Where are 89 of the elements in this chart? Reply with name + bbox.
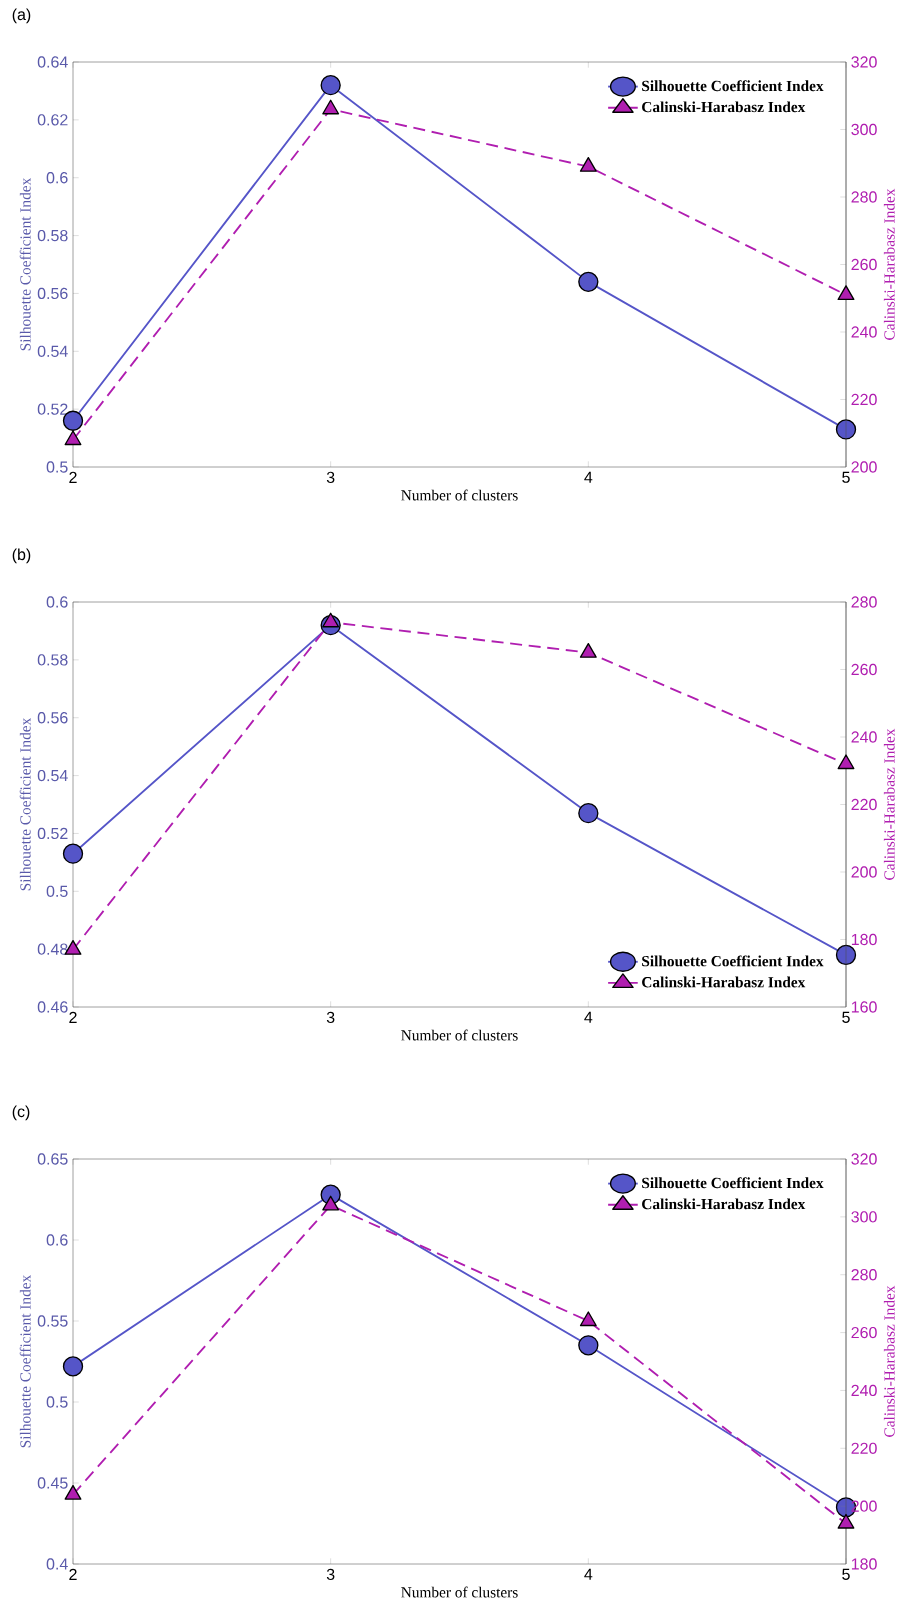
y-tick-label: 0.6: [46, 596, 68, 608]
point: [579, 642, 597, 658]
point: [837, 754, 855, 770]
x-tick-label: 4: [584, 1011, 593, 1023]
y2-tick-label: 160: [851, 1001, 877, 1013]
point: [579, 156, 597, 172]
y-tick-label: 0.45: [37, 1477, 68, 1489]
y2-tick-label: 260: [851, 1326, 877, 1339]
y-tick-label: 0.56: [37, 287, 68, 300]
x-tick-label: 3: [326, 471, 335, 484]
y2-tick-label: 240: [851, 326, 877, 338]
y2-tick-label: 240: [851, 731, 877, 743]
y2-tick-label: 300: [851, 1211, 877, 1223]
x-axis-title: Number of clusters: [401, 1586, 518, 1598]
y2-tick-label: 220: [851, 798, 877, 811]
x-tick-label: 2: [69, 1011, 77, 1023]
y-tick-label: 0.55: [37, 1315, 68, 1327]
point: [579, 1311, 597, 1327]
point: [578, 271, 599, 293]
y2-tick-label: 240: [851, 1384, 877, 1397]
x-axis-title: Number of clusters: [401, 1029, 518, 1041]
y2-tick-label: 260: [851, 663, 877, 676]
x-tick-label: 3: [326, 1568, 335, 1581]
legend-label: Calinski-Harabasz Index: [642, 1198, 806, 1210]
x-tick-label: 4: [584, 471, 593, 483]
x-axis-title: Number of clusters: [401, 489, 518, 501]
chart-title: (c): [12, 1105, 30, 1121]
x-tick-label: 2: [69, 471, 77, 483]
y-tick-label: 0.58: [37, 229, 68, 242]
y2-tick-label: 220: [851, 393, 877, 406]
x-tick-label: 5: [842, 1011, 850, 1023]
y-tick-label: 0.56: [37, 712, 68, 724]
y2-tick-label: 280: [851, 596, 877, 608]
point: [62, 1356, 84, 1377]
y2-axis-title: Calinski-Harabasz Index: [883, 728, 895, 880]
y-tick-label: 0.64: [37, 56, 68, 68]
point: [62, 843, 84, 864]
point: [837, 285, 855, 301]
y-tick-label: 0.6: [46, 172, 68, 184]
y-tick-label: 0.52: [37, 403, 68, 415]
chart-title: (a): [12, 8, 31, 24]
y-axis-title: Silhouette Coefficient Index: [19, 717, 31, 891]
y-axis-title: Silhouette Coefficient Index: [19, 1274, 31, 1448]
y2-tick-label: 320: [851, 1153, 877, 1165]
legend-label: Silhouette Coefficient Index: [642, 955, 824, 967]
point: [320, 74, 341, 96]
y2-tick-label: 280: [851, 1269, 877, 1281]
y2-tick-label: 280: [851, 191, 877, 203]
point: [322, 612, 340, 628]
y2-tick-label: 320: [851, 56, 877, 68]
point: [578, 1335, 599, 1356]
y-tick-label: 0.5: [46, 461, 68, 473]
x-tick-label: 3: [326, 1011, 335, 1024]
y2-tick-label: 260: [851, 258, 877, 271]
y2-tick-label: 180: [851, 1558, 877, 1570]
y-tick-label: 0.52: [37, 827, 68, 840]
x-tick-label: 4: [584, 1568, 593, 1580]
y2-axis-title: Calinski-Harabasz Index: [883, 1285, 895, 1437]
y2-axis-title: Calinski-Harabasz Index: [883, 188, 895, 340]
y-tick-label: 0.46: [37, 1001, 68, 1013]
legend-label: Silhouette Coefficient Index: [642, 1177, 824, 1189]
y2-tick-label: 300: [851, 123, 877, 136]
y2-tick-label: 200: [851, 461, 877, 473]
y2-tick-label: 200: [851, 866, 877, 878]
point: [837, 1513, 855, 1529]
point: [578, 803, 599, 824]
x-tick-label: 2: [69, 1568, 77, 1580]
point: [64, 430, 82, 446]
legend-label: Calinski-Harabasz Index: [642, 101, 806, 113]
x-tick-label: 5: [842, 1568, 850, 1580]
y-tick-label: 0.58: [37, 654, 68, 666]
point: [322, 1195, 340, 1211]
y-tick-label: 0.5: [46, 885, 68, 897]
x-tick-label: 5: [842, 471, 850, 483]
y-tick-label: 0.5: [46, 1396, 68, 1408]
point: [322, 99, 340, 115]
y-tick-label: 0.54: [37, 769, 68, 782]
legend-label: Silhouette Coefficient Index: [642, 80, 824, 92]
chart-title: (b): [12, 548, 31, 564]
y-tick-label: 0.62: [37, 114, 68, 126]
y-axis-title: Silhouette Coefficient Index: [19, 177, 31, 351]
y-tick-label: 0.4: [46, 1558, 68, 1570]
y-tick-label: 0.54: [37, 345, 68, 357]
y-tick-label: 0.48: [37, 943, 68, 955]
y2-tick-label: 220: [851, 1442, 877, 1454]
y2-tick-label: 180: [851, 933, 877, 946]
legend-label: Calinski-Harabasz Index: [642, 976, 806, 988]
y-tick-label: 0.6: [46, 1234, 68, 1246]
y-tick-label: 0.65: [37, 1153, 68, 1165]
